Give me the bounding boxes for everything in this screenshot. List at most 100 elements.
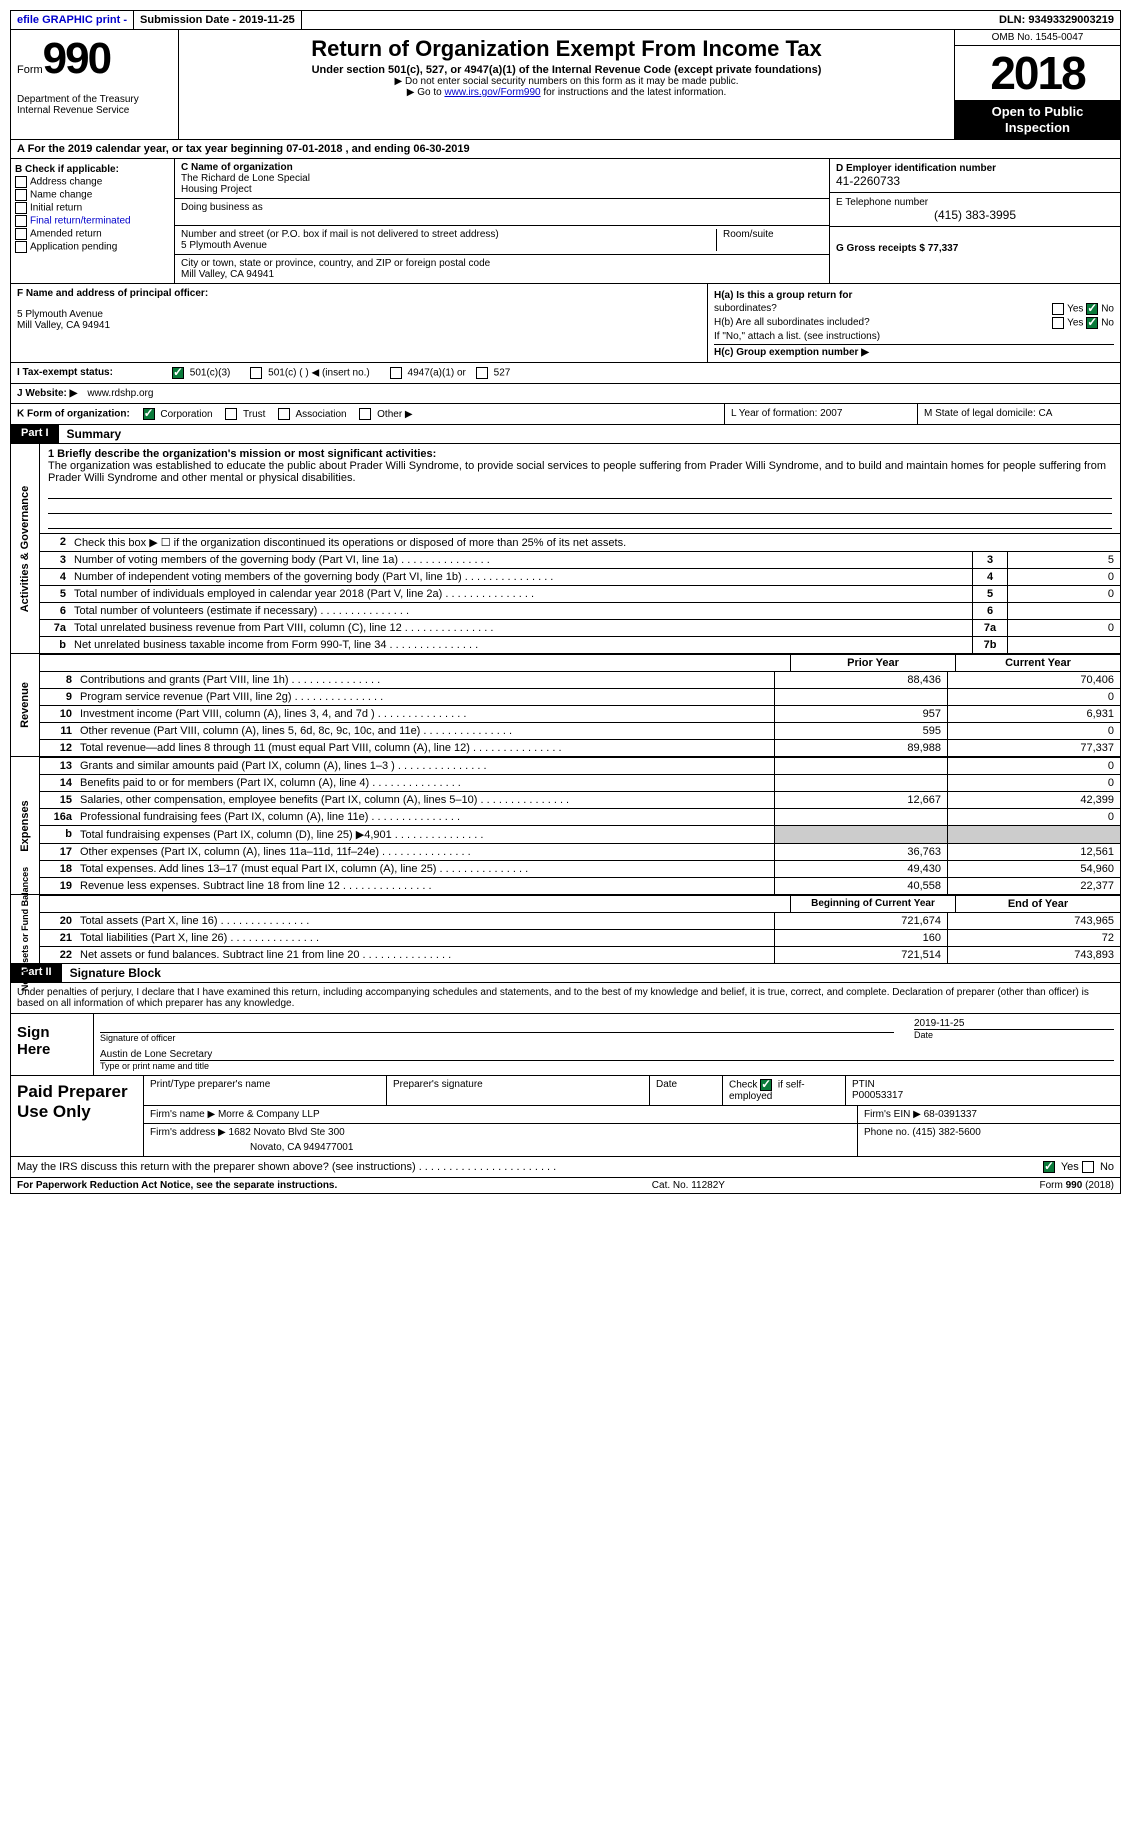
discuss-no[interactable] xyxy=(1082,1161,1094,1173)
org-name: The Richard de Lone Special Housing Proj… xyxy=(181,173,823,195)
section-i: I Tax-exempt status: 501(c)(3) 501(c) ( … xyxy=(11,363,1120,384)
cb-address[interactable]: Address change xyxy=(15,176,170,188)
gov-row: 3Number of voting members of the governi… xyxy=(40,551,1120,568)
website[interactable]: www.rdshp.org xyxy=(87,388,153,399)
dept-treasury: Department of the Treasury Internal Reve… xyxy=(17,94,172,116)
hb-yes[interactable] xyxy=(1052,317,1064,329)
hb-no[interactable] xyxy=(1086,317,1098,329)
omb-number: OMB No. 1545-0047 xyxy=(955,30,1120,46)
discuss-yes[interactable] xyxy=(1043,1161,1055,1173)
fin-row: 14Benefits paid to or for members (Part … xyxy=(40,774,1120,791)
tax-status-label: I Tax-exempt status: xyxy=(17,367,172,379)
fin-row: 15Salaries, other compensation, employee… xyxy=(40,791,1120,808)
fin-row: 18Total expenses. Add lines 13–17 (must … xyxy=(40,860,1120,877)
ha-no[interactable] xyxy=(1086,303,1098,315)
phone: (415) 383-3995 xyxy=(836,208,1114,222)
city: Mill Valley, CA 94941 xyxy=(181,269,823,280)
part1-title: Summary xyxy=(59,425,130,443)
sig-date-val: 2019-11-25 xyxy=(914,1018,1114,1029)
prep-name-h: Print/Type preparer's name xyxy=(144,1076,387,1105)
section-k: K Form of organization: Corporation Trus… xyxy=(11,404,725,424)
formorg-label: K Form of organization: xyxy=(17,409,130,420)
efile-print[interactable]: efile GRAPHIC print - xyxy=(11,11,134,29)
section-g: G Gross receipts $ 77,337 xyxy=(830,227,1120,258)
street-label: Number and street (or P.O. box if mail i… xyxy=(181,229,716,240)
cb-501c[interactable]: 501(c) ( ) ◀ (insert no.) xyxy=(250,367,369,379)
fin-row: 12Total revenue—add lines 8 through 11 (… xyxy=(40,739,1120,756)
subtitle-2: ▶ Do not enter social security numbers o… xyxy=(185,76,948,87)
discuss-text: May the IRS discuss this return with the… xyxy=(17,1161,416,1173)
section-d: D Employer identification number 41-2260… xyxy=(830,159,1120,193)
street-block: Number and street (or P.O. box if mail i… xyxy=(175,226,829,255)
gov-row: bNet unrelated business taxable income f… xyxy=(40,636,1120,653)
dba-block: Doing business as xyxy=(175,199,829,226)
website-label: J Website: ▶ xyxy=(17,388,77,399)
netassets-section: Net Assets or Fund Balances Beginning of… xyxy=(11,895,1120,964)
section-b: B Check if applicable: Address change Na… xyxy=(11,159,175,283)
h-b2: If "No," attach a list. (see instruction… xyxy=(714,331,1114,342)
section-m: M State of legal domicile: CA xyxy=(918,404,1120,424)
officer-name: Austin de Lone Secretary xyxy=(100,1049,1114,1060)
fin-row: 20Total assets (Part X, line 16)721,6747… xyxy=(40,912,1120,929)
gross-receipts: G Gross receipts $ 77,337 xyxy=(836,243,1114,254)
room-label: Room/suite xyxy=(716,229,823,251)
netassets-header: Beginning of Current Year End of Year xyxy=(40,895,1120,912)
prep-sig-h: Preparer's signature xyxy=(387,1076,650,1105)
cb-application[interactable]: Application pending xyxy=(15,241,170,253)
cb-assoc[interactable]: Association xyxy=(278,409,346,420)
preparer-body: Print/Type preparer's name Preparer's si… xyxy=(144,1076,1120,1156)
topbar: efile GRAPHIC print - Submission Date - … xyxy=(11,11,1120,30)
gov-row: 6Total number of volunteers (estimate if… xyxy=(40,602,1120,619)
cb-4947[interactable]: 4947(a)(1) or xyxy=(390,367,466,379)
preparer-label: Paid Preparer Use Only xyxy=(11,1076,144,1156)
cb-other[interactable]: Other ▶ xyxy=(359,409,412,420)
open-inspection: Open to Public Inspection xyxy=(955,100,1120,139)
perjury-text: Under penalties of perjury, I declare th… xyxy=(11,983,1120,1014)
city-label: City or town, state or province, country… xyxy=(181,258,823,269)
footer: For Paperwork Reduction Act Notice, see … xyxy=(11,1178,1120,1193)
ha-yes[interactable] xyxy=(1052,303,1064,315)
q2: 2Check this box ▶ ☐ if the organization … xyxy=(40,533,1120,551)
q1-text: The organization was established to educ… xyxy=(48,460,1112,484)
prep-selfemp: Check if self-employed xyxy=(723,1076,846,1105)
ein-label: D Employer identification number xyxy=(836,163,1114,174)
footer-right: Form 990 (2018) xyxy=(1040,1180,1114,1191)
h-a2: subordinates? Yes No xyxy=(714,303,1114,315)
cb-initial[interactable]: Initial return xyxy=(15,202,170,214)
revenue-header: Prior Year Current Year xyxy=(40,654,1120,671)
return-title: Return of Organization Exempt From Incom… xyxy=(185,36,948,62)
cb-501c3[interactable]: 501(c)(3) xyxy=(172,367,230,379)
cb-final[interactable]: Final return/terminated xyxy=(15,215,170,227)
form-label: Form xyxy=(17,64,43,76)
section-b-header: B Check if applicable: xyxy=(15,164,170,175)
tax-year-line: A For the 2019 calendar year, or tax yea… xyxy=(11,140,1120,159)
section-h: H(a) Is this a group return for subordin… xyxy=(708,284,1120,362)
prep-date-h: Date xyxy=(650,1076,723,1105)
right-col: D Employer identification number 41-2260… xyxy=(829,159,1120,283)
cb-selfemp[interactable] xyxy=(760,1079,772,1091)
fin-row: bTotal fundraising expenses (Part IX, co… xyxy=(40,825,1120,843)
form-number-cell: Form990 Department of the Treasury Inter… xyxy=(11,30,179,140)
section-e: E Telephone number (415) 383-3995 xyxy=(830,193,1120,227)
form-page: efile GRAPHIC print - Submission Date - … xyxy=(10,10,1121,1194)
part2-title: Signature Block xyxy=(62,964,169,982)
irs-link[interactable]: www.irs.gov/Form990 xyxy=(444,87,540,98)
cb-527[interactable]: 527 xyxy=(476,367,510,379)
discuss-row: May the IRS discuss this return with the… xyxy=(11,1157,1120,1178)
dln: DLN: 93493329003219 xyxy=(993,11,1120,29)
year-cell: OMB No. 1545-0047 2018 Open to Public In… xyxy=(955,30,1120,140)
entity-block: B Check if applicable: Address change Na… xyxy=(11,159,1120,284)
expenses-section: Expenses 13Grants and similar amounts pa… xyxy=(11,757,1120,895)
end-year-h: End of Year xyxy=(955,896,1120,912)
h-c: H(c) Group exemption number ▶ xyxy=(714,344,1114,358)
phone-label: E Telephone number xyxy=(836,197,1114,208)
governance-side: Activities & Governance xyxy=(11,444,40,653)
cb-corp[interactable]: Corporation xyxy=(143,409,213,420)
cb-amended[interactable]: Amended return xyxy=(15,228,170,240)
begin-year-h: Beginning of Current Year xyxy=(790,896,955,912)
footer-left: For Paperwork Reduction Act Notice, see … xyxy=(17,1180,337,1191)
revenue-side: Revenue xyxy=(11,654,40,756)
part2-num: Part II xyxy=(11,964,62,982)
cb-trust[interactable]: Trust xyxy=(225,409,265,420)
cb-name[interactable]: Name change xyxy=(15,189,170,201)
